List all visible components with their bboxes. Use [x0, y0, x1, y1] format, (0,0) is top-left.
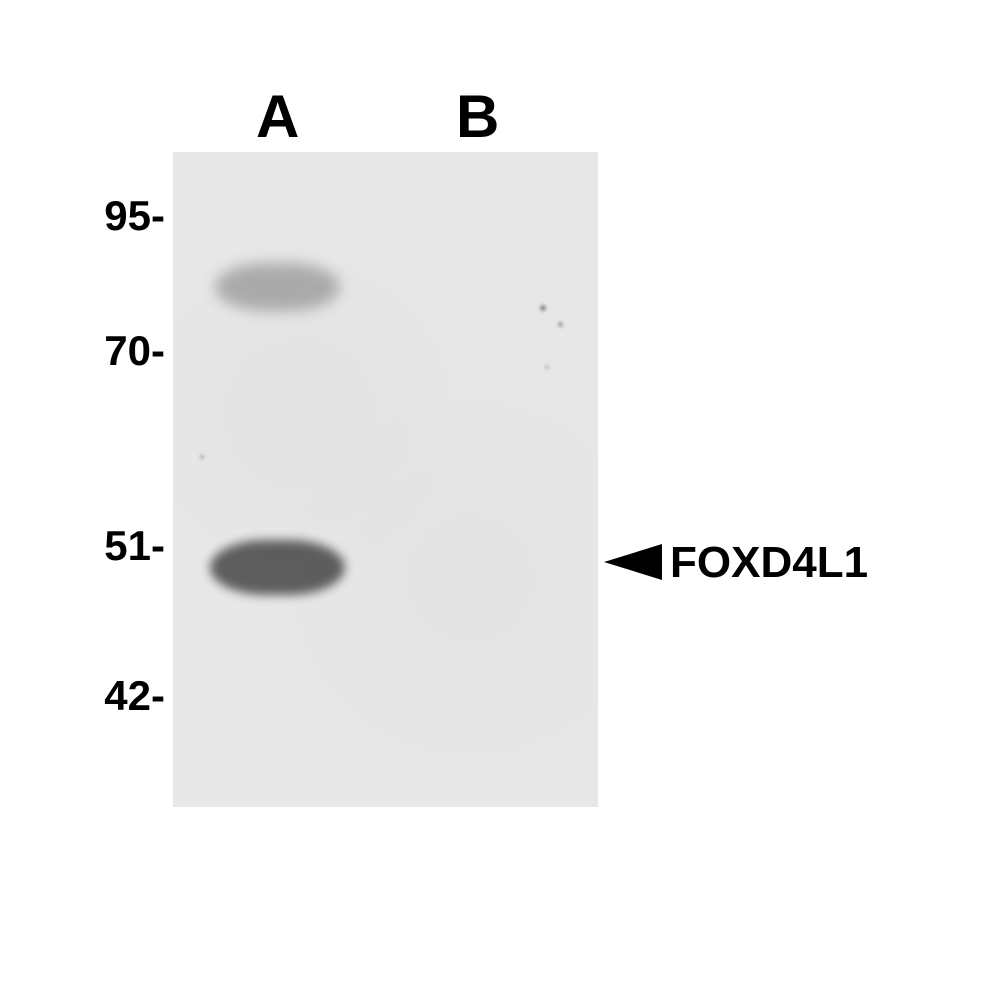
- blot-membrane: [173, 152, 598, 807]
- noise-speck: [540, 305, 546, 311]
- noise-speck: [545, 365, 549, 369]
- pointer-arrowhead-icon: [604, 544, 662, 580]
- mw-marker-42: 42-: [104, 672, 165, 720]
- protein-label: FOXD4L1: [670, 538, 868, 588]
- band: [215, 263, 340, 311]
- lane-b-header: B: [456, 82, 499, 151]
- mw-marker-51: 51-: [104, 522, 165, 570]
- noise-speck: [200, 455, 204, 459]
- noise-speck: [558, 322, 563, 327]
- band: [210, 540, 345, 595]
- figure-canvas: A B 95- 70- 51- 42- FOXD4L1: [0, 0, 1000, 1000]
- mw-marker-70: 70-: [104, 327, 165, 375]
- mw-marker-95: 95-: [104, 192, 165, 240]
- lane-a-header: A: [256, 82, 299, 151]
